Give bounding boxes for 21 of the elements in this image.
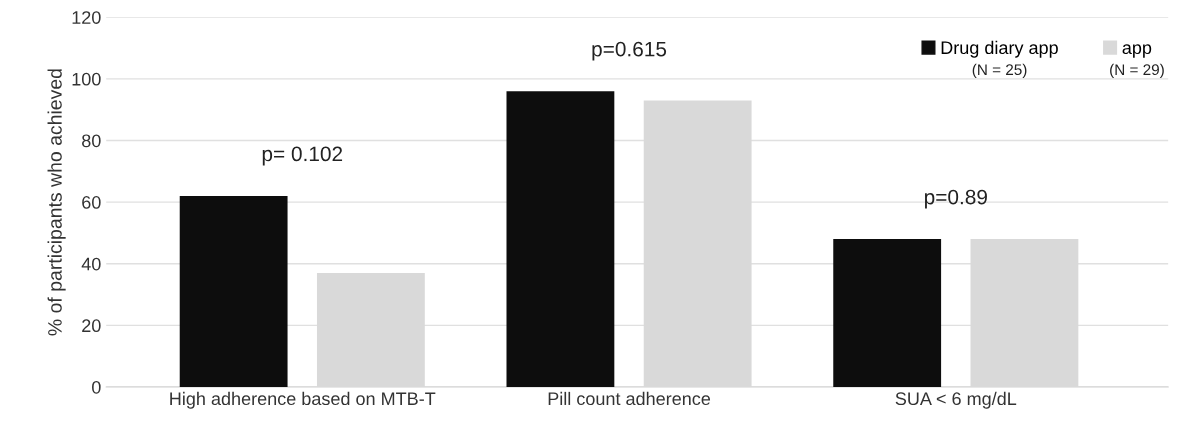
- x-tick-label: High adherence based on MTB-T: [170, 391, 436, 409]
- y-tick-label: 40: [81, 257, 101, 271]
- y-tick-label: 20: [82, 319, 101, 333]
- x-tick-label: Pill count adherence: [548, 391, 711, 406]
- annotation: (N = 25): [972, 63, 1027, 79]
- legend-label: Drug diary app: [941, 40, 1058, 58]
- legend-label: app: [1122, 44, 1152, 58]
- bar: [179, 195, 288, 387]
- y-tick-label: 80: [82, 134, 101, 148]
- bar: [833, 239, 942, 387]
- annotation: p=0.89: [925, 189, 987, 209]
- x-tick-label: SUA < 6 mg/dL: [895, 391, 1017, 409]
- annotation: (N = 29): [1110, 63, 1164, 79]
- y-tick-label: 60: [82, 196, 101, 209]
- y-tick-label: 0: [92, 380, 101, 394]
- y-tick-label: 120: [72, 11, 101, 24]
- annotation: p= 0.102: [262, 146, 343, 166]
- bar: [506, 91, 615, 387]
- y-axis-title: % of participants who achieved: [47, 69, 66, 336]
- y-tick-label: 100: [72, 72, 101, 86]
- annotation: p=0.615: [592, 41, 667, 61]
